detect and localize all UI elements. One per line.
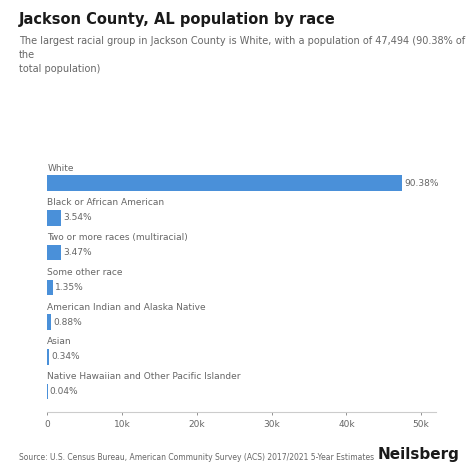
Text: Neilsberg: Neilsberg [378,447,460,462]
Text: 3.47%: 3.47% [63,248,92,257]
Bar [47,210,61,226]
Text: 1.35%: 1.35% [55,283,84,292]
Text: 0.04%: 0.04% [50,387,78,396]
Text: 90.38%: 90.38% [405,179,439,188]
Text: 3.54%: 3.54% [64,213,92,222]
Text: Asian: Asian [47,337,72,346]
Bar [47,175,402,191]
Text: The largest racial group in Jackson County is White, with a population of 47,494: The largest racial group in Jackson Coun… [19,36,465,73]
Bar [47,349,49,365]
Text: American Indian and Alaska Native: American Indian and Alaska Native [47,302,206,311]
Text: Native Hawaiian and Other Pacific Islander: Native Hawaiian and Other Pacific Island… [47,372,241,381]
Text: 0.34%: 0.34% [51,352,80,361]
Text: Two or more races (multiracial): Two or more races (multiracial) [47,233,188,242]
Text: Black or African American: Black or African American [47,199,164,208]
Bar [47,280,53,295]
Text: 0.88%: 0.88% [53,318,82,327]
Text: White: White [47,164,74,173]
Bar [47,245,61,261]
Text: Some other race: Some other race [47,268,123,277]
Bar [47,314,51,330]
Text: Jackson County, AL population by race: Jackson County, AL population by race [19,12,336,27]
Text: Source: U.S. Census Bureau, American Community Survey (ACS) 2017/2021 5-Year Est: Source: U.S. Census Bureau, American Com… [19,453,374,462]
